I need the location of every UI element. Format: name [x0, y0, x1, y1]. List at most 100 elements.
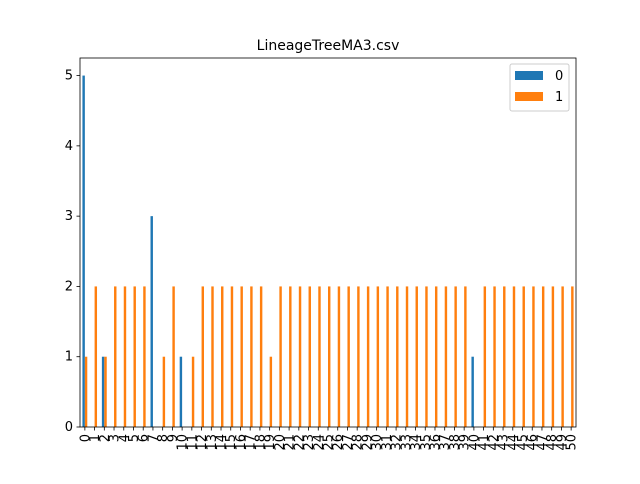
bar-series-0-cat-40	[471, 356, 474, 427]
x-tick-label: 33	[399, 434, 414, 451]
bar-series-1-cat-5	[133, 286, 136, 427]
bar-series-1-cat-23	[308, 286, 311, 427]
x-tick-label: 48	[545, 434, 560, 451]
x-tick-label: 27	[341, 434, 356, 451]
y-tick-label: 1	[65, 350, 73, 365]
x-tick-label: 38	[448, 434, 463, 451]
axes-layer: 0123450123456789101112131415161718192021…	[65, 57, 580, 451]
bar-series-1-cat-24	[318, 286, 321, 427]
x-tick-label: 49	[555, 434, 570, 451]
y-tick-label: 5	[65, 69, 73, 84]
bar-series-1-cat-37	[444, 286, 448, 427]
bar-series-1-cat-47	[541, 286, 545, 427]
bar-series-1-cat-44	[512, 286, 516, 427]
bar-series-1-cat-6	[143, 286, 146, 427]
x-tick-label: 6	[137, 434, 152, 442]
bar-series-1-cat-9	[172, 286, 175, 427]
legend-label-0: 0	[555, 69, 563, 84]
bar-series-1-cat-42	[493, 286, 496, 427]
x-tick-label: 31	[380, 434, 395, 451]
legend: 01	[509, 63, 570, 112]
bar-series-1-cat-32	[396, 286, 399, 427]
y-tick-label: 2	[65, 279, 73, 294]
bar-series-1-cat-8	[162, 356, 166, 427]
bar-series-1-cat-39	[464, 286, 467, 427]
x-tick-label: 16	[234, 434, 249, 451]
x-tick-label: 35	[419, 434, 434, 451]
x-tick-label: 14	[215, 434, 230, 451]
bar-series-0-cat-10	[179, 356, 183, 427]
x-tick-label: 3	[108, 434, 123, 442]
x-tick-label: 36	[428, 434, 443, 451]
x-tick-label: 40	[467, 434, 482, 451]
bar-series-1-cat-25	[328, 286, 331, 427]
bar-series-1-cat-36	[434, 286, 438, 427]
bar-series-1-cat-0	[84, 356, 88, 427]
bar-series-0-cat-0	[82, 75, 85, 427]
bar-series-1-cat-20	[279, 286, 282, 427]
x-tick-label: 24	[312, 434, 327, 451]
x-tick-label: 26	[331, 434, 346, 451]
legend-label-1: 1	[555, 90, 563, 105]
x-tick-label: 21	[283, 434, 298, 451]
bar-series-1-cat-21	[289, 286, 292, 427]
x-tick-label: 43	[497, 434, 512, 451]
x-tick-label: 45	[516, 434, 531, 451]
x-tick-label: 46	[526, 434, 541, 451]
bar-series-1-cat-13	[211, 286, 214, 427]
bar-series-1-cat-14	[221, 286, 224, 427]
bar-series-1-cat-16	[240, 286, 243, 427]
bar-series-1-cat-27	[347, 286, 350, 427]
x-tick-label: 23	[302, 434, 317, 451]
x-tick-label: 28	[351, 434, 366, 451]
bar-series-1-cat-11	[191, 356, 195, 427]
bar-series-1-cat-46	[532, 286, 535, 427]
legend-swatch-0	[515, 71, 543, 80]
x-tick-label: 4	[117, 434, 132, 442]
x-tick-label: 0	[78, 434, 93, 442]
bar-series-1-cat-28	[357, 286, 360, 427]
x-tick-label: 22	[292, 434, 307, 451]
bar-series-1-cat-33	[405, 286, 409, 427]
x-tick-label: 42	[487, 434, 502, 451]
x-tick-label: 9	[166, 434, 181, 442]
y-tick-label: 3	[65, 209, 73, 224]
bar-series-1-cat-1	[94, 286, 98, 427]
x-tick-label: 19	[263, 434, 278, 451]
x-tick-label: 34	[409, 434, 424, 451]
x-tick-label: 12	[195, 434, 210, 451]
bar-series-1-cat-4	[123, 286, 127, 427]
bar-series-0-cat-2	[101, 356, 105, 427]
bars-layer	[82, 75, 574, 427]
bar-series-1-cat-2	[104, 356, 107, 427]
x-tick-label: 30	[370, 434, 385, 451]
bar-series-1-cat-48	[551, 286, 555, 427]
x-tick-label: 37	[438, 434, 453, 451]
legend-swatch-1	[515, 92, 543, 101]
x-tick-label: 2	[98, 434, 113, 442]
x-tick-label: 44	[506, 434, 521, 451]
x-tick-label: 10	[176, 434, 191, 451]
x-tick-label: 5	[127, 434, 142, 442]
bar-series-1-cat-12	[201, 286, 204, 427]
x-tick-label: 18	[253, 434, 268, 451]
x-tick-label: 7	[146, 434, 161, 442]
bar-series-1-cat-45	[522, 286, 525, 427]
bar-series-0-cat-7	[150, 216, 153, 427]
bar-series-1-cat-50	[571, 286, 574, 427]
bar-series-1-cat-35	[425, 286, 428, 427]
bar-series-1-cat-3	[114, 286, 117, 427]
bar-series-1-cat-41	[483, 286, 487, 427]
bar-series-1-cat-38	[454, 286, 457, 427]
bar-series-1-cat-19	[269, 356, 273, 427]
x-tick-label: 1	[88, 434, 103, 442]
bar-series-1-cat-17	[250, 286, 253, 427]
y-tick-label: 0	[65, 420, 73, 435]
bar-series-1-cat-26	[337, 286, 341, 427]
bar-series-1-cat-43	[503, 286, 506, 427]
x-tick-label: 8	[156, 434, 171, 442]
x-tick-label: 41	[477, 434, 492, 451]
x-tick-label: 11	[185, 434, 200, 451]
